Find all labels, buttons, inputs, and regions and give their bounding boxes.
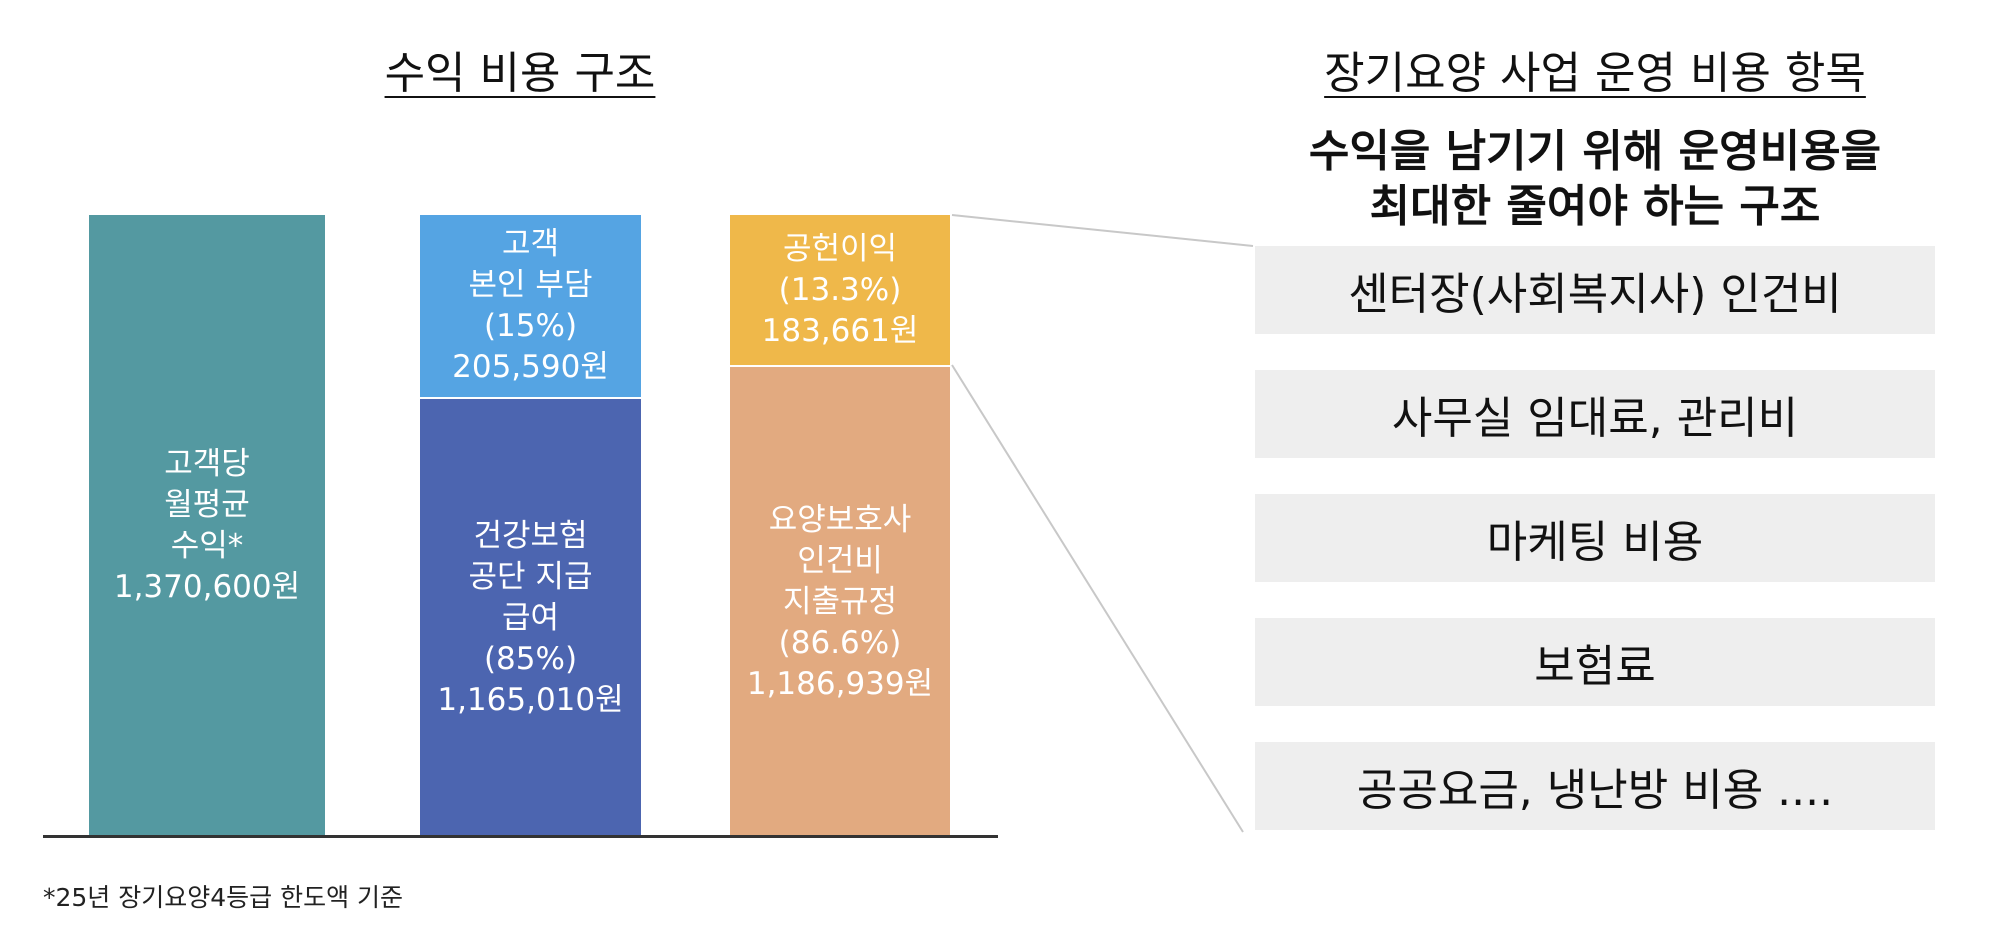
chart-baseline [43,835,998,838]
bar-percent-label: (86.6%) [778,624,902,661]
bar-caregiver-labor: 요양보호사 인건비 지출규정 (86.6%) 1,186,939원 [730,365,950,837]
cost-item-center-director-salary: 센터장(사회복지사) 인건비 [1255,246,1935,334]
bar-label-line: 공단 지급 [468,558,593,595]
bar-value-label: 205,590원 [452,349,609,385]
bar-label-line: 공헌이익 [782,230,898,267]
cost-item-marketing: 마케팅 비용 [1255,494,1935,582]
bar-label-line: 요양보호사 [768,501,912,538]
bar-label-line: 인건비 [797,542,883,579]
bar-value-label: 183,661원 [761,312,919,349]
bar-insurance: 건강보험 공단 지급 급여 (85%) 1,165,010원 [420,397,641,837]
bar-percent-label: (85%) [483,640,578,677]
bar-percent-label: (13.3%) [778,271,902,308]
bar-value-label: 1,165,010원 [437,681,624,718]
cost-item-insurance: 보험료 [1255,618,1935,706]
bar-label-line: 고객 [501,226,560,262]
connector-line-bottom [951,364,1244,833]
bar-label-line: 본인 부담 [468,267,593,303]
footnote: *25년 장기요양4등급 한도액 기준 [43,883,404,912]
bar-percent-label: (15%) [483,308,578,344]
subtitle-line-1: 수익을 남기기 위해 운영비용을 [1308,126,1882,177]
bar-value-label: 1,370,600원 [113,569,301,605]
bar-total-revenue: 고객당 월평균 수익* 1,370,600원 [89,215,325,837]
bar-value-label: 1,186,939원 [746,665,934,702]
bar-self-pay: 고객 본인 부담 (15%) 205,590원 [420,215,641,397]
left-title: 수익 비용 구조 [384,48,656,99]
bar-contribution-profit: 공헌이익 (13.3%) 183,661원 [730,215,950,365]
bar-label-line: 지출규정 [782,583,898,620]
bar-label-line: 월평균 [164,487,250,523]
subtitle-line-2: 최대한 줄여야 하는 구조 [1369,181,1821,232]
bar-label-line: 건강보험 [473,517,588,554]
cost-item-utilities: 공공요금, 냉난방 비용 .... [1255,742,1935,830]
connector-line-top [951,214,1254,247]
right-title: 장기요양 사업 운영 비용 항목 [1324,48,1866,99]
subtitle: 수익을 남기기 위해 운영비용을 최대한 줄여야 하는 구조 [1245,124,1945,234]
bar-label-line: 수익* [170,528,244,564]
bar-label-line: 급여 [501,599,560,636]
bar-label-line: 고객당 [164,446,250,482]
cost-item-office-rent: 사무실 임대료, 관리비 [1255,370,1935,458]
